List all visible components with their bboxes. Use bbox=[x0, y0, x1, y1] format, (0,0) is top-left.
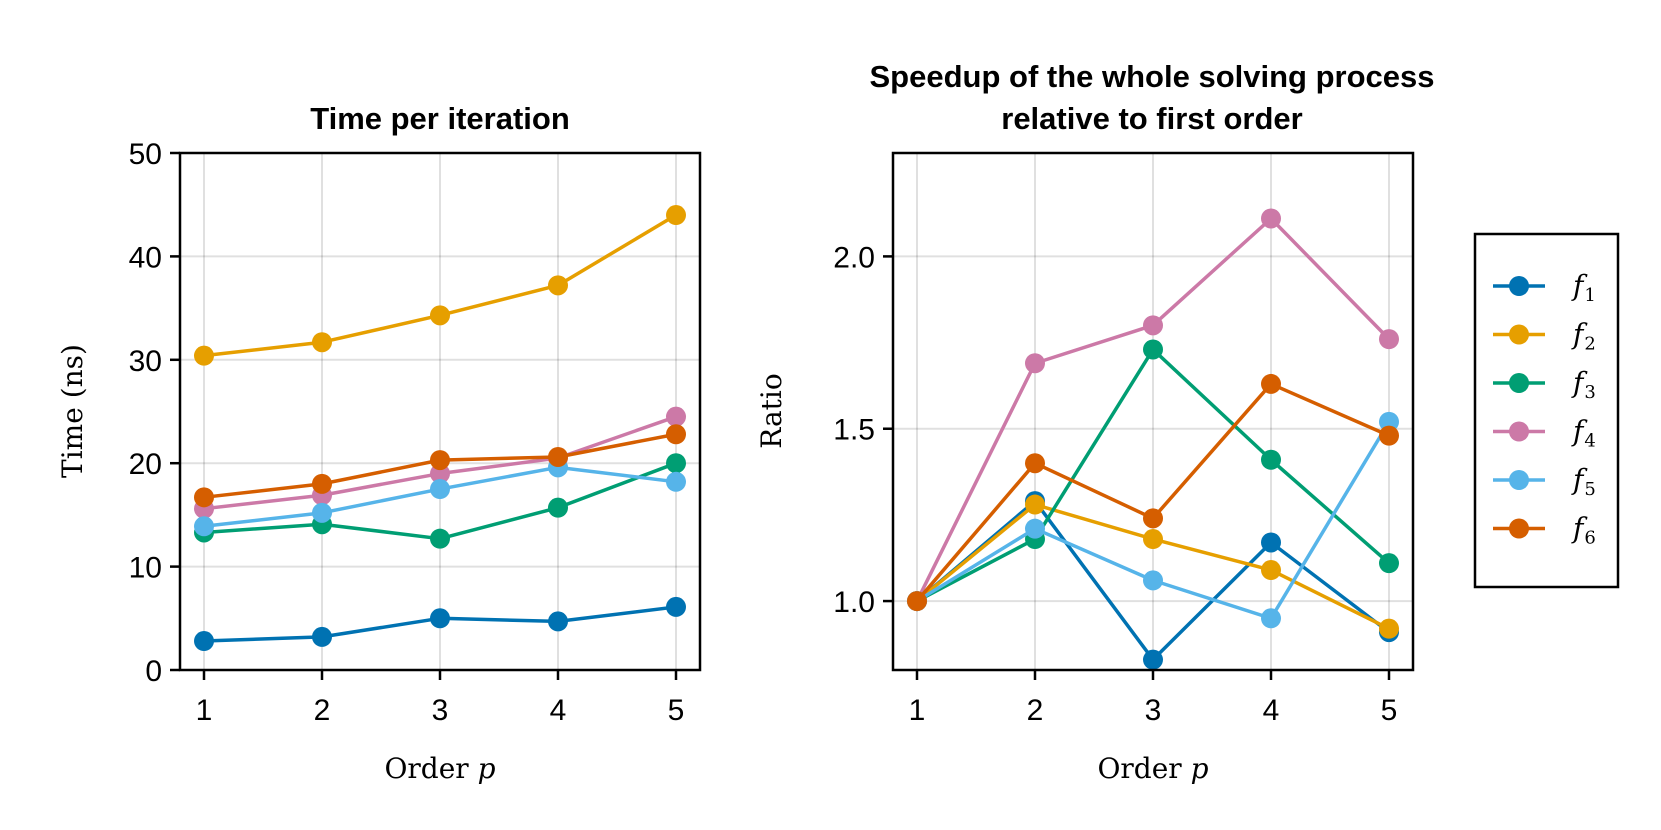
x-axis-label-right: Order p bbox=[1097, 752, 1208, 785]
left-point-f6-5 bbox=[666, 424, 686, 445]
right-x-tick-label-5: 5 bbox=[1381, 694, 1398, 727]
left-point-f5-1 bbox=[194, 516, 214, 537]
right-point-f5-2 bbox=[1025, 518, 1045, 539]
chart-title-right-line2: relative to first order bbox=[1001, 101, 1302, 136]
left-x-tick-label-2: 2 bbox=[314, 694, 331, 727]
right-x-tick-label-2: 2 bbox=[1027, 694, 1044, 727]
right-point-f3-3 bbox=[1143, 339, 1163, 360]
right-y-tick-label-1.5: 1.5 bbox=[833, 414, 875, 447]
legend-marker-f6 bbox=[1509, 518, 1529, 539]
right-x-tick-label-4: 4 bbox=[1263, 694, 1280, 727]
grid-left bbox=[180, 152, 700, 671]
series-left bbox=[194, 205, 686, 652]
legend-marker-f2 bbox=[1509, 324, 1529, 345]
left-point-f5-3 bbox=[430, 479, 450, 500]
left-point-f1-5 bbox=[666, 596, 686, 617]
left-point-f5-5 bbox=[666, 471, 686, 492]
x-axis-label-left: Order p bbox=[384, 752, 495, 785]
y-axis-label-left: Time (ns) bbox=[56, 344, 89, 478]
left-point-f4-5 bbox=[666, 406, 686, 427]
right-x-tick-label-1: 1 bbox=[909, 694, 926, 727]
left-y-tick-label-10: 10 bbox=[129, 552, 162, 585]
right-point-f5-4 bbox=[1261, 608, 1281, 629]
right-point-f1-3 bbox=[1143, 649, 1163, 670]
left-point-f6-1 bbox=[194, 487, 214, 508]
left-point-f6-2 bbox=[312, 473, 332, 494]
y-axis-label-right: Ratio bbox=[755, 373, 788, 448]
left-y-tick-label-30: 30 bbox=[129, 345, 162, 378]
left-point-f2-1 bbox=[194, 345, 214, 366]
right-point-f3-5 bbox=[1379, 553, 1399, 574]
right-point-f4-2 bbox=[1025, 353, 1045, 374]
right-point-f3-4 bbox=[1261, 449, 1281, 470]
right-point-f5-3 bbox=[1143, 570, 1163, 591]
left-point-f2-4 bbox=[548, 275, 568, 296]
left-point-f2-5 bbox=[666, 205, 686, 226]
right-point-f5-5 bbox=[1379, 411, 1399, 432]
chart-title-right-line1: Speedup of the whole solving process bbox=[870, 59, 1435, 94]
right-point-f6-5 bbox=[1379, 425, 1399, 446]
right-point-f6-2 bbox=[1025, 453, 1045, 474]
right-point-f2-3 bbox=[1143, 529, 1163, 550]
left-point-f1-2 bbox=[312, 626, 332, 647]
legend-marker-f4 bbox=[1509, 421, 1529, 442]
left-x-tick-label-4: 4 bbox=[550, 694, 567, 727]
left-y-tick-label-0: 0 bbox=[145, 655, 162, 688]
right-point-f6-1 bbox=[907, 591, 927, 612]
right-point-f1-4 bbox=[1261, 532, 1281, 553]
right-point-f2-5 bbox=[1379, 618, 1399, 639]
left-point-f3-4 bbox=[548, 497, 568, 518]
right-point-f4-5 bbox=[1379, 329, 1399, 350]
right-point-f2-4 bbox=[1261, 560, 1281, 581]
left-point-f2-3 bbox=[430, 305, 450, 326]
left-point-f6-3 bbox=[430, 450, 450, 471]
right-point-f4-3 bbox=[1143, 315, 1163, 336]
legend-marker-f3 bbox=[1509, 373, 1529, 393]
speedup-chart: Speedup of the whole solving process rel… bbox=[755, 59, 1434, 785]
left-y-tick-label-20: 20 bbox=[129, 448, 162, 481]
right-point-f2-2 bbox=[1025, 494, 1045, 515]
chart-title-left: Time per iteration bbox=[310, 101, 570, 136]
right-point-f6-3 bbox=[1143, 508, 1163, 529]
grid-right bbox=[893, 153, 1413, 670]
left-point-f3-3 bbox=[430, 528, 450, 549]
left-point-f2-2 bbox=[312, 332, 332, 353]
right-y-tick-label-1.0: 1.0 bbox=[833, 586, 875, 619]
right-x-tick-label-3: 3 bbox=[1145, 694, 1162, 727]
legend-marker-f5 bbox=[1509, 470, 1529, 490]
ticks-right: 1 2 3 4 5 1.0 1.5 2.0 bbox=[833, 241, 1397, 727]
left-point-f1-3 bbox=[430, 608, 450, 629]
legend-marker-f1 bbox=[1509, 276, 1529, 296]
left-point-f1-1 bbox=[194, 631, 214, 652]
series-right bbox=[907, 208, 1399, 670]
left-point-f1-4 bbox=[548, 611, 568, 632]
left-point-f3-5 bbox=[666, 453, 686, 474]
left-x-tick-label-5: 5 bbox=[668, 694, 685, 727]
left-y-tick-label-50: 50 bbox=[129, 138, 162, 171]
right-y-tick-label-2.0: 2.0 bbox=[833, 241, 875, 274]
left-x-tick-label-3: 3 bbox=[432, 694, 449, 727]
left-x-tick-label-1: 1 bbox=[196, 694, 213, 727]
left-point-f6-4 bbox=[548, 446, 568, 467]
right-point-f6-4 bbox=[1261, 373, 1281, 394]
left-point-f5-2 bbox=[312, 502, 332, 523]
left-y-tick-label-40: 40 bbox=[129, 241, 162, 274]
right-point-f4-4 bbox=[1261, 208, 1281, 229]
